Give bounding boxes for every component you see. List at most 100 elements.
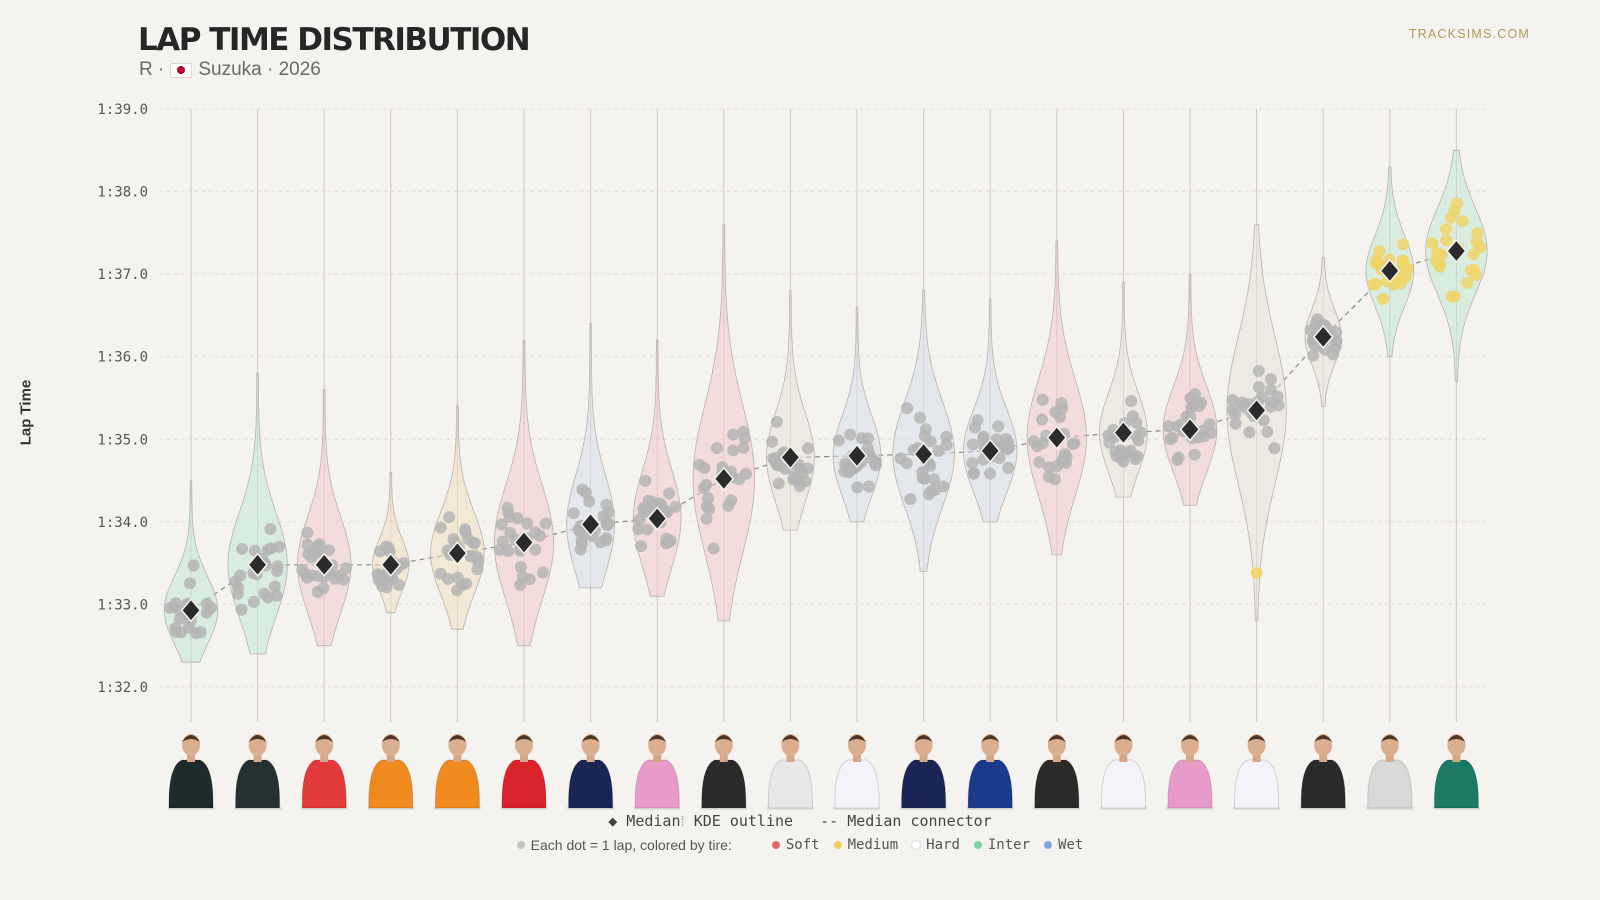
lap-dot xyxy=(1054,411,1067,423)
violin-driver-13 xyxy=(962,109,1018,810)
lap-dot xyxy=(1003,441,1015,454)
lap-dot xyxy=(1426,237,1439,250)
driver-suit xyxy=(1433,759,1479,809)
lap-dot xyxy=(1330,326,1343,339)
lap-dot-icon xyxy=(516,841,525,849)
lap-dot xyxy=(443,511,456,524)
lap-dot xyxy=(918,429,931,442)
lap-dot xyxy=(1377,293,1390,305)
median-marker xyxy=(513,530,535,555)
brand-label[interactable]: TRACKSIMS.COM xyxy=(1408,27,1530,41)
violin-driver-12 xyxy=(892,109,955,810)
lap-dot xyxy=(1250,567,1263,580)
driver-portrait xyxy=(433,734,482,810)
kde-outline xyxy=(1425,149,1488,382)
legend-tire-label: Inter xyxy=(987,837,1031,853)
kde-outline xyxy=(1026,240,1087,556)
lap-dot xyxy=(184,577,196,590)
driver-hair xyxy=(1181,735,1199,742)
legend-separator: ⁞ xyxy=(680,812,685,830)
lap-dot xyxy=(236,542,249,555)
median-marker xyxy=(646,506,668,531)
lap-dot xyxy=(1397,254,1410,267)
median-marker xyxy=(1379,258,1401,283)
driver-suit xyxy=(1234,759,1280,809)
y-tick-label: 1:37.0 xyxy=(97,267,148,283)
lap-dot xyxy=(914,411,926,424)
legend-median: ◆ Median xyxy=(608,812,681,830)
lap-dot xyxy=(1125,395,1138,407)
lap-dot xyxy=(766,435,778,448)
lap-dot xyxy=(1252,381,1265,393)
median-marker xyxy=(979,438,1001,464)
lap-dot xyxy=(1367,278,1380,291)
driver-hair xyxy=(1380,735,1399,742)
median-marker xyxy=(1179,417,1201,442)
legend-tire-wet: Wet xyxy=(1044,837,1083,853)
lap-dot xyxy=(1033,456,1046,469)
violin-driver-5 xyxy=(430,109,485,810)
lap-dot xyxy=(1027,435,1040,448)
driver-neck xyxy=(1119,752,1128,762)
driver-portrait xyxy=(766,734,815,810)
driver-portrait xyxy=(366,734,415,810)
driver-suit xyxy=(701,759,747,809)
medium-dot-icon xyxy=(833,841,842,849)
legend-connector: -- Median connector xyxy=(820,812,992,830)
lap-dot xyxy=(1226,394,1239,406)
legend-tire-label: Hard xyxy=(926,837,960,853)
lap-dot xyxy=(1433,260,1446,273)
lap-dot xyxy=(537,566,549,579)
lap-dot xyxy=(1370,253,1383,266)
violin-driver-10 xyxy=(766,109,815,810)
median-marker xyxy=(180,598,202,623)
lap-dot xyxy=(1002,461,1015,474)
lap-dot xyxy=(1397,238,1410,251)
driver-neck xyxy=(1319,752,1328,762)
lap-dot xyxy=(1304,324,1317,337)
lap-dot xyxy=(502,545,515,557)
lap-dot xyxy=(340,562,352,575)
lap-dot xyxy=(1448,204,1461,217)
lap-dot xyxy=(772,477,785,490)
lap-dot xyxy=(386,573,399,586)
median-marker xyxy=(713,466,735,492)
lap-dot xyxy=(632,523,645,536)
lap-dot xyxy=(710,442,723,455)
lap-dot xyxy=(301,571,314,584)
lap-dot xyxy=(328,572,341,585)
lap-dot xyxy=(235,603,248,616)
median-marker xyxy=(580,512,601,537)
driver-suit xyxy=(634,759,680,809)
lap-dot xyxy=(1050,460,1063,473)
lap-dot xyxy=(464,550,477,562)
legend-dots-text: Each dot = 1 lap, colored by tire: xyxy=(530,837,732,853)
driver-suit xyxy=(967,759,1013,809)
lap-dot xyxy=(984,467,997,480)
median-marker xyxy=(1113,420,1134,445)
lap-dot xyxy=(1198,430,1211,443)
lap-dot xyxy=(937,480,950,493)
lap-dot xyxy=(1055,397,1068,410)
legend-tire-hard: Hard xyxy=(912,837,960,853)
driver-portrait xyxy=(1232,734,1281,810)
driver-portrait xyxy=(500,734,548,810)
y-tick-label: 1:35.0 xyxy=(97,432,148,448)
kde-outline xyxy=(692,224,756,622)
lap-dot xyxy=(169,597,182,610)
lap-dot xyxy=(1467,248,1480,261)
driver-portrait xyxy=(633,734,682,810)
lap-dot xyxy=(201,597,213,610)
lap-dot xyxy=(583,495,596,508)
lap-dot xyxy=(503,511,516,523)
lap-dot xyxy=(434,521,447,534)
lap-dot xyxy=(455,579,468,592)
lap-dot xyxy=(932,444,945,457)
lap-dot xyxy=(940,430,953,443)
kde-outline xyxy=(493,339,554,647)
driver-suit xyxy=(301,759,347,809)
lap-dot xyxy=(264,523,277,535)
lap-dot xyxy=(1243,426,1256,439)
kde-outline xyxy=(566,323,615,589)
lap-dot xyxy=(967,467,980,480)
